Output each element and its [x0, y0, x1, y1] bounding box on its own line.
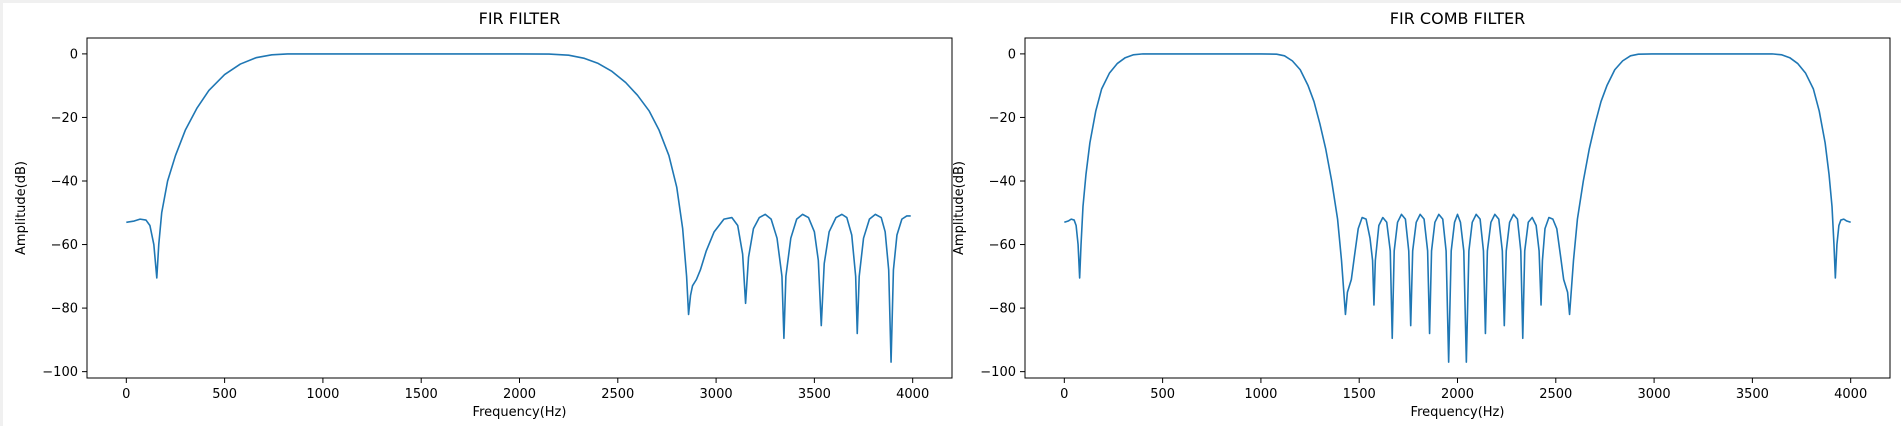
- fir-comb-filter-ytick-label: −100: [980, 365, 1016, 380]
- fir-filter-ytick-label: −60: [51, 238, 78, 253]
- fir-comb-filter-axes: FIR COMB FILTER Frequency(Hz) Amplitude(…: [952, 9, 1891, 420]
- fir-filter-xtick-label: 3000: [700, 387, 733, 402]
- fir-comb-filter-ytick-label: −40: [989, 174, 1016, 189]
- fir-comb-filter-ytick-label: 0: [1008, 47, 1016, 62]
- fir-comb-filter-xtick-label: 1500: [1343, 387, 1376, 402]
- fir-filter-xtick-label: 1000: [306, 387, 339, 402]
- fir-filter-title: FIR FILTER: [479, 9, 561, 28]
- fir-comb-filter-ytick-label: −80: [989, 302, 1016, 317]
- fir-filter-xtick-label: 1500: [405, 387, 438, 402]
- fir-filter-ytick-label: 0: [70, 47, 78, 62]
- fir-comb-filter-xtick-label: 1000: [1244, 387, 1277, 402]
- fir-comb-filter-title: FIR COMB FILTER: [1390, 9, 1525, 28]
- fir-comb-filter-xtick-label: 3500: [1736, 387, 1769, 402]
- fir-comb-filter-series-line: [1064, 53, 1851, 363]
- fir-comb-filter-xtick-label: 2500: [1539, 387, 1572, 402]
- fir-comb-filter-ytick-label: −60: [989, 238, 1016, 253]
- fir-filter-series-line: [126, 53, 911, 363]
- fir-comb-filter-xtick-label: 2000: [1441, 387, 1474, 402]
- fir-filter-xlabel: Frequency(Hz): [473, 405, 567, 420]
- fir-filter-xtick-label: 0: [122, 387, 130, 402]
- fir-comb-filter-xtick-label: 3000: [1638, 387, 1671, 402]
- fir-filter-xtick-label: 3500: [798, 387, 831, 402]
- fir-comb-filter-xtick-label: 0: [1060, 387, 1068, 402]
- fir-comb-filter-ylabel: Amplitude(dB): [952, 161, 967, 255]
- fir-filter-xtick-label: 4000: [896, 387, 929, 402]
- fir-filter-xtick-label: 2000: [503, 387, 536, 402]
- fir-filter-axes: FIR FILTER Frequency(Hz) Amplitude(dB) 0…: [14, 9, 953, 420]
- fir-filter-ytick-label: −40: [51, 174, 78, 189]
- fir-comb-filter-ytick-label: −20: [989, 111, 1016, 126]
- fir-filter-ytick-label: −80: [51, 302, 78, 317]
- fir-comb-filter-xlabel: Frequency(Hz): [1411, 405, 1505, 420]
- fir-comb-filter-xtick-label: 500: [1150, 387, 1175, 402]
- fir-filter-xtick-label: 500: [212, 387, 237, 402]
- fir-comb-filter-xtick-label: 4000: [1834, 387, 1867, 402]
- fir-filter-xtick-label: 2500: [601, 387, 634, 402]
- fir-filter-ylabel: Amplitude(dB): [14, 161, 29, 255]
- fir-filter-ytick-label: −20: [51, 111, 78, 126]
- fir-filter-ytick-label: −100: [42, 365, 78, 380]
